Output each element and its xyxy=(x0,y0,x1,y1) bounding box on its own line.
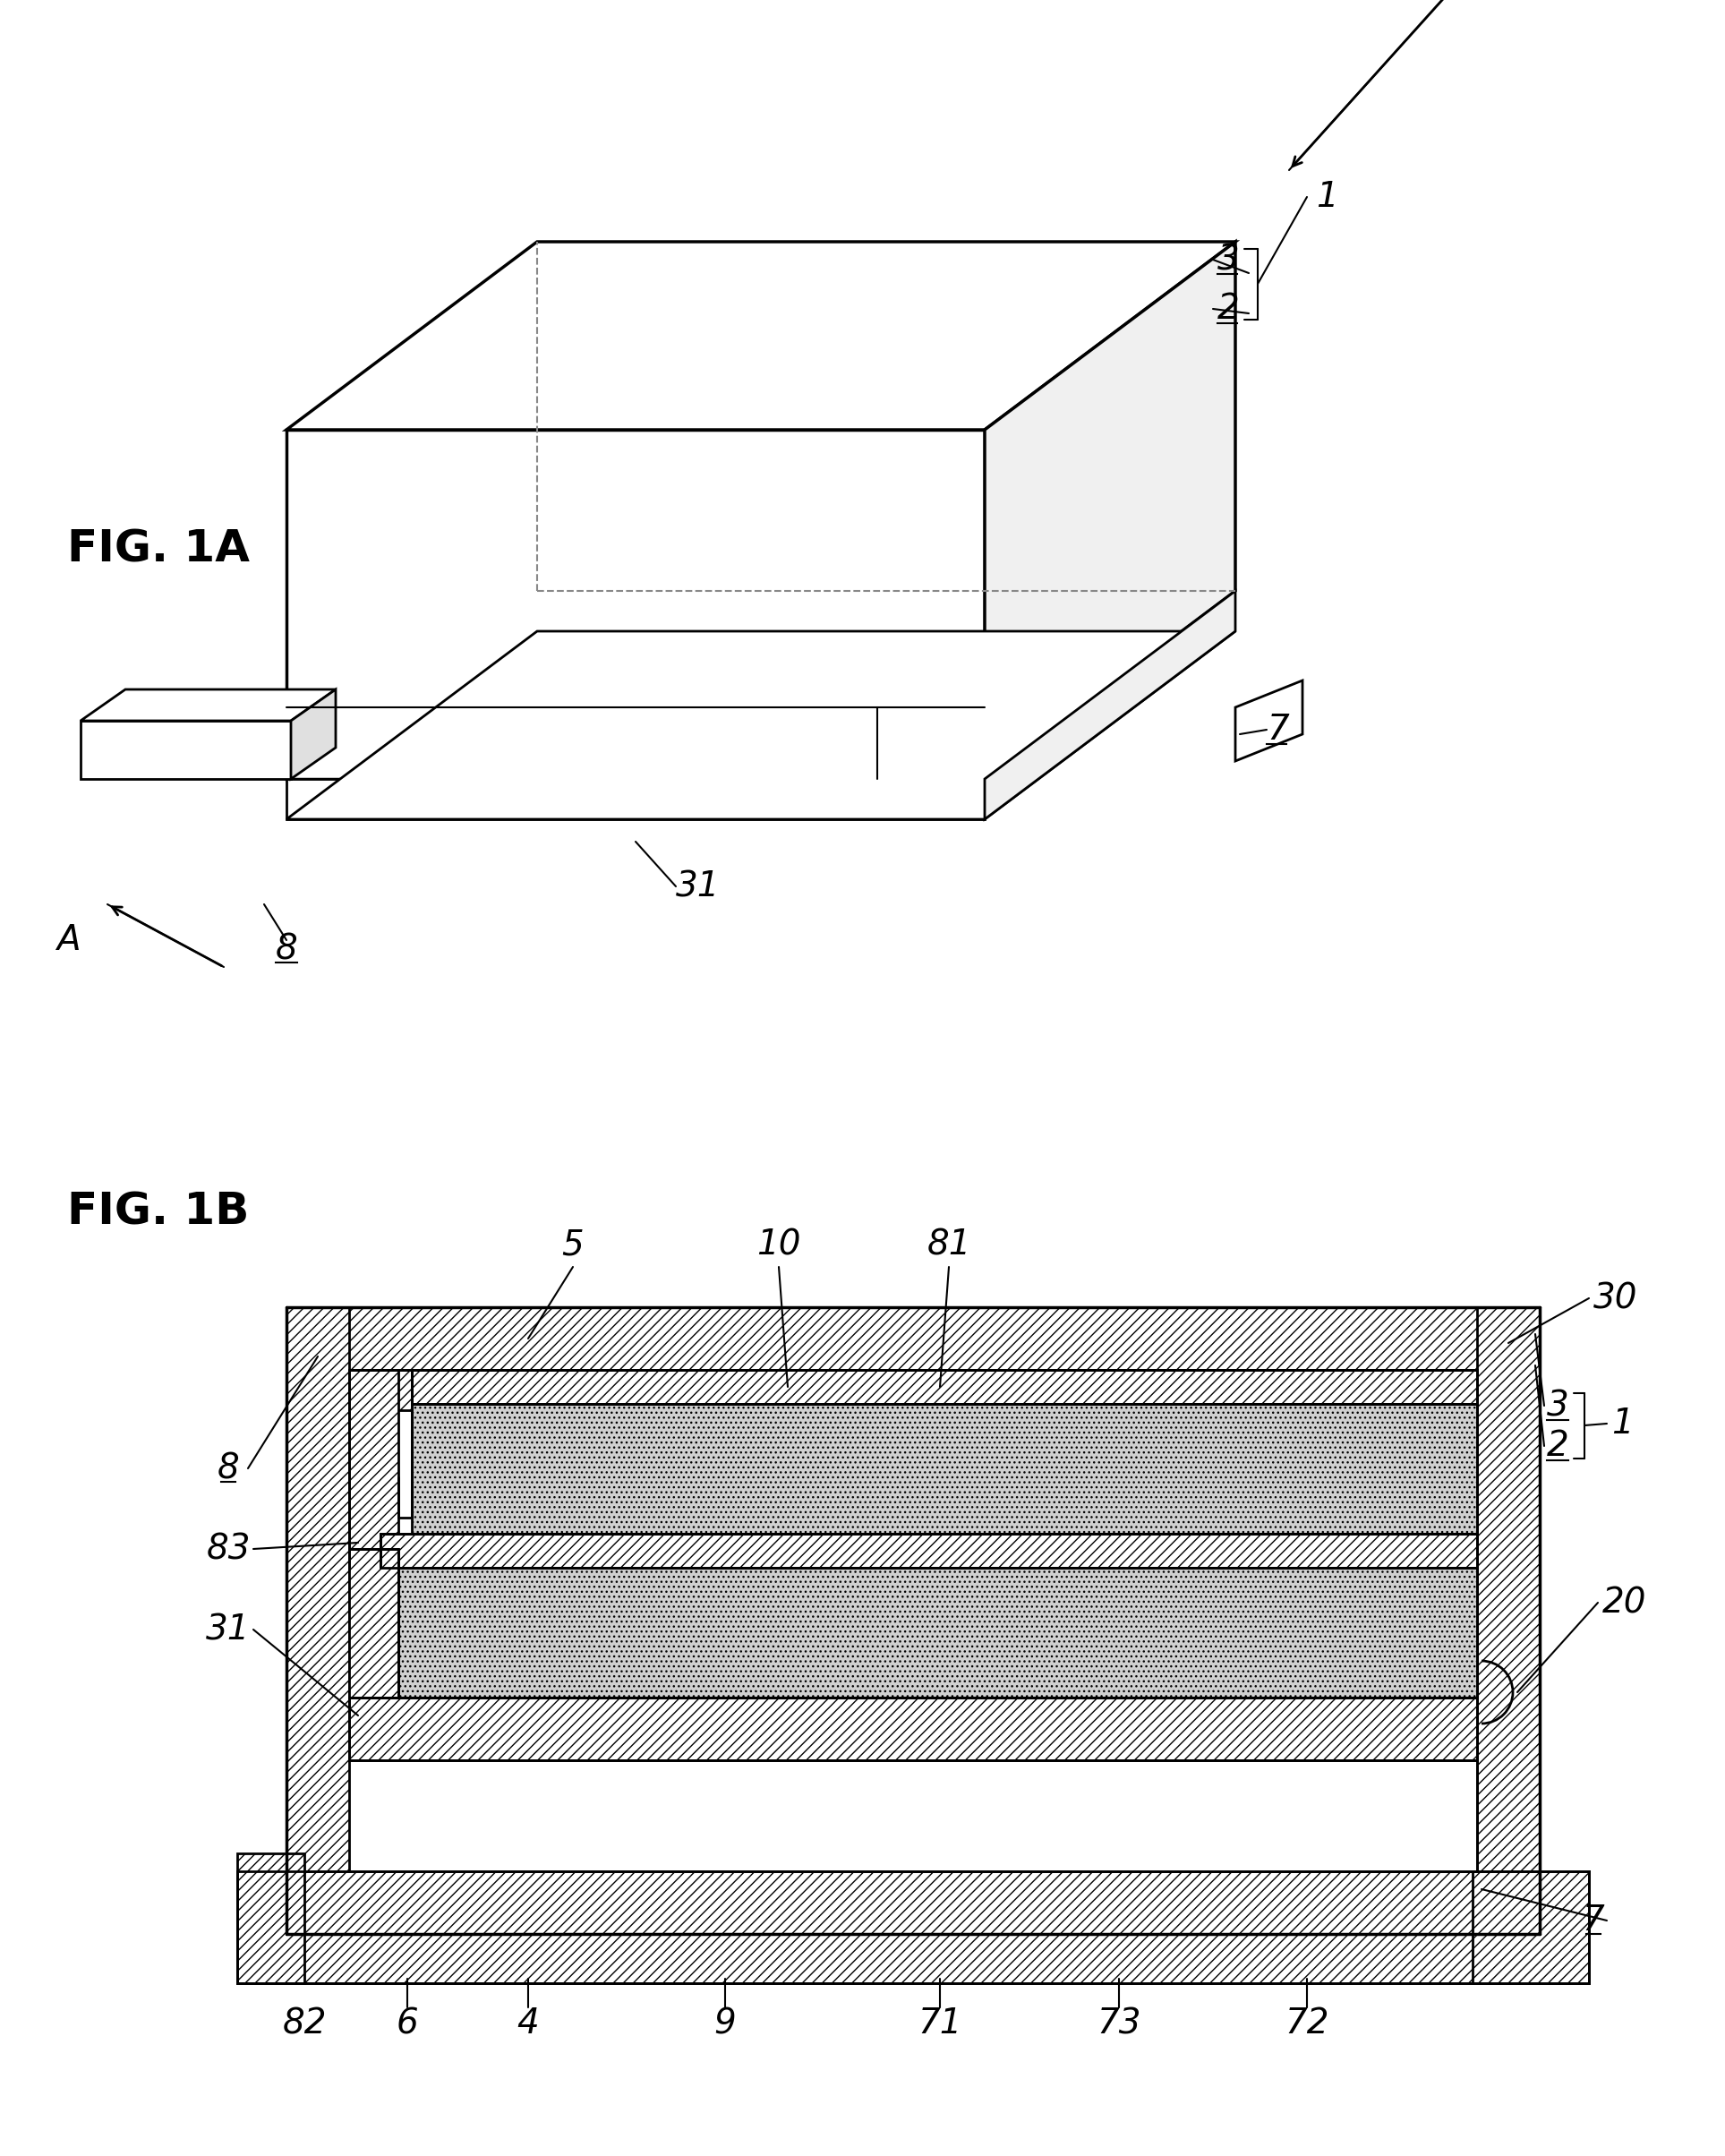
Text: 5: 5 xyxy=(562,1229,585,1263)
Text: 7: 7 xyxy=(1582,1904,1604,1938)
Text: A: A xyxy=(57,923,81,957)
Bar xyxy=(381,1533,1477,1567)
Bar xyxy=(412,1404,1477,1533)
Text: 20: 20 xyxy=(1603,1585,1647,1619)
Polygon shape xyxy=(1235,681,1302,761)
Text: FIG. 1B: FIG. 1B xyxy=(67,1190,248,1233)
Text: FIG. 1A: FIG. 1A xyxy=(67,528,250,571)
Polygon shape xyxy=(286,778,985,819)
Polygon shape xyxy=(286,429,985,778)
Bar xyxy=(412,1369,1477,1404)
Bar xyxy=(238,1854,304,1984)
Polygon shape xyxy=(286,632,1235,819)
Text: 1: 1 xyxy=(1611,1406,1634,1440)
Text: 8: 8 xyxy=(276,931,297,966)
Bar xyxy=(348,1369,398,1567)
Bar xyxy=(381,1567,1477,1697)
Text: 81: 81 xyxy=(926,1229,971,1263)
Text: 2: 2 xyxy=(1547,1429,1568,1464)
Text: 3: 3 xyxy=(1218,244,1240,276)
Text: 8: 8 xyxy=(217,1451,240,1485)
Text: 31: 31 xyxy=(676,869,719,903)
Text: 82: 82 xyxy=(283,2007,326,2040)
Bar xyxy=(238,1871,1589,1984)
Text: 83: 83 xyxy=(205,1533,250,1565)
Bar xyxy=(348,1369,430,1410)
Polygon shape xyxy=(81,720,292,778)
Polygon shape xyxy=(286,241,1235,429)
Bar xyxy=(1477,1307,1540,1934)
Text: 3: 3 xyxy=(1547,1388,1568,1423)
Polygon shape xyxy=(292,690,336,778)
Bar xyxy=(286,1871,1540,1934)
Bar xyxy=(1473,1871,1589,1984)
Bar xyxy=(286,1307,348,1934)
Polygon shape xyxy=(985,241,1235,778)
Text: 4: 4 xyxy=(518,2007,540,2040)
Text: 72: 72 xyxy=(1285,2007,1328,2040)
Text: 6: 6 xyxy=(397,2007,419,2040)
Text: 30: 30 xyxy=(1594,1281,1637,1315)
Text: 73: 73 xyxy=(1097,2007,1142,2040)
Text: 71: 71 xyxy=(918,2007,963,2040)
Text: 31: 31 xyxy=(205,1613,250,1647)
Text: 2: 2 xyxy=(1218,291,1240,326)
Text: 9: 9 xyxy=(714,2007,737,2040)
Polygon shape xyxy=(985,591,1235,819)
Text: 10: 10 xyxy=(757,1229,800,1263)
Bar xyxy=(348,1548,398,1697)
Text: 7: 7 xyxy=(1266,714,1289,746)
Bar xyxy=(348,1697,1477,1759)
Text: 1: 1 xyxy=(1316,179,1339,213)
Polygon shape xyxy=(81,690,336,720)
Bar xyxy=(286,1307,1540,1369)
